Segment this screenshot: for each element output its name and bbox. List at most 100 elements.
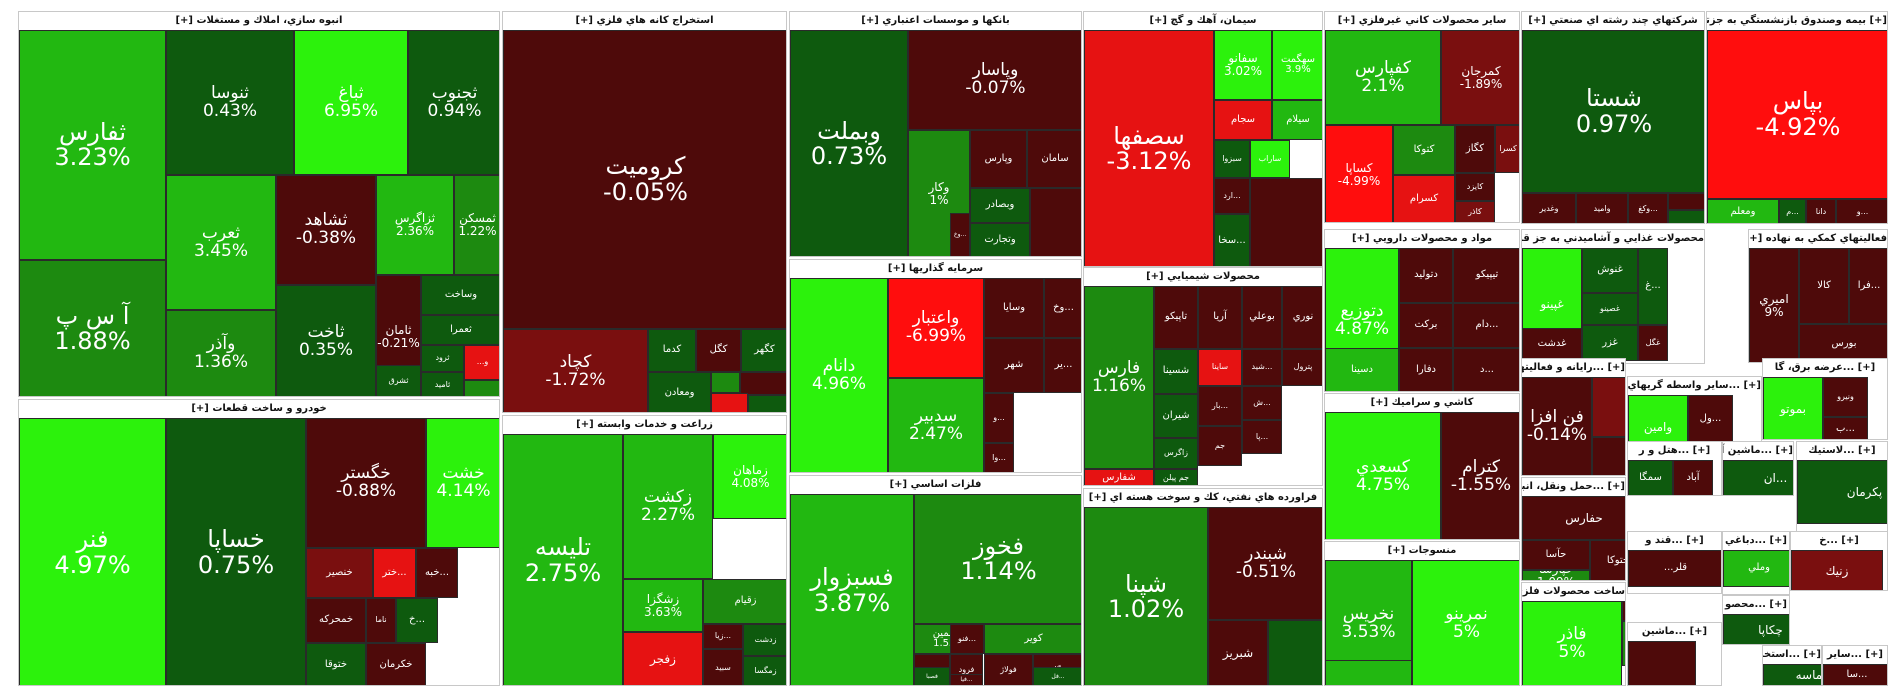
stock-tile[interactable]: قلر... [1628,550,1721,587]
sector-11[interactable]: فعاليتهاي كمكي به نهاده [+]...اميري9%كال… [1748,229,1888,363]
stock-tile[interactable]: ...فيا [950,674,983,685]
sector-15[interactable]: فراورده هاي نفتي، كك و سوخت هسته اي [+] ش… [1083,488,1323,686]
sector-title[interactable]: [+] ...محصو [1723,596,1789,614]
sector-title[interactable]: خودرو و ساخت قطعات [+] [19,400,499,418]
stock-tile[interactable]: وكار 1% [908,130,970,256]
stock-tile[interactable]: ...دام [1453,303,1519,348]
stock-tile[interactable]: كساپا -4.99% [1325,125,1393,222]
sector-18[interactable]: [+] ...رايانه و فعاليتهاي وابسفن افزا-0.… [1521,358,1626,476]
sector-5[interactable]: شركتهاي چند رشته اي صنعتي [+] شستا 0.97% وغ… [1521,11,1705,224]
stock-tile[interactable]: دانام 4.96% [790,278,888,472]
stock-tile[interactable]: اميري 9% [1749,248,1799,362]
stock-tile[interactable]: ...ارد [1214,178,1250,214]
stock-tile[interactable]: وساخت [421,275,499,315]
stock-tile[interactable] [1668,210,1704,223]
stock-tile[interactable] [711,393,748,412]
stock-tile[interactable]: ...وخ [950,213,970,256]
stock-tile[interactable]: شبندر -0.51% [1208,507,1322,620]
stock-tile[interactable]: بوعلي [1242,286,1282,349]
stock-tile[interactable] [1268,620,1322,685]
stock-tile[interactable]: ثشرق [376,365,421,396]
stock-tile[interactable]: فاذر 5% [1522,601,1622,685]
stock-tile[interactable]: جم پيلن [1154,469,1198,485]
stock-tile[interactable]: ...وا [984,443,1014,472]
stock-tile[interactable]: ...فل [1033,667,1081,685]
stock-tile[interactable]: سمگا [1628,460,1673,495]
stock-tile[interactable]: دانا [1806,199,1836,223]
stock-tile[interactable]: ...خبه [416,548,458,598]
stock-tile[interactable]: ...زيا [703,624,743,649]
sector-title[interactable]: [+] ...خ [1791,532,1887,550]
stock-tile[interactable]: ...فرا [1849,248,1887,324]
sector-24[interactable]: [+] ...ماشين آلا ...ان [1722,441,1794,496]
stock-tile[interactable]: ثعمرا [421,315,499,345]
sector-9[interactable]: مواد و محصولات دارويي [+] دتوزيع 4.87% دتول… [1324,229,1520,392]
stock-tile[interactable]: ثجنوب 0.94% [408,30,499,175]
sector-title[interactable]: [+] ...دباغي [1723,532,1789,550]
stock-tile[interactable]: غدشت [1522,328,1582,361]
stock-tile[interactable]: شپنا 1.02% [1084,507,1208,685]
sector-25[interactable]: [+] ...لاستيك پكرمان [1796,441,1888,534]
stock-tile[interactable]: ثامید [421,372,464,396]
stock-tile[interactable]: خنصير [306,548,373,598]
sector-title[interactable]: مواد و محصولات دارويي [+] [1325,230,1519,248]
stock-tile[interactable]: و... [464,345,499,380]
stock-tile[interactable]: فصبا [914,667,950,685]
stock-tile[interactable]: ...ش [1242,386,1282,420]
stock-tile[interactable]: غگل [1638,325,1668,361]
stock-tile[interactable]: ...و [1836,199,1887,223]
stock-tile[interactable]: بپاس -4.92% [1707,30,1887,199]
stock-tile[interactable]: ثفارس 3.23% [19,30,166,260]
stock-tile[interactable]: كدما [648,329,696,372]
stock-tile[interactable]: بورس [1799,324,1887,362]
sector-title[interactable]: [+] ...استخرا [1763,646,1821,664]
stock-tile[interactable]: وپاسار -0.07% [908,30,1081,130]
stock-tile[interactable]: ...شيد [1242,349,1282,386]
sector-title[interactable]: [+] ...لاستيك [1797,442,1887,460]
stock-tile[interactable]: زفجر [623,632,703,685]
stock-tile[interactable]: ...غ [1638,248,1668,325]
stock-tile[interactable]: ثزاگرس 2.36% [376,175,454,275]
sector-0[interactable]: انبوه سازي، املاك و مستغلات [+] ثفارس 3.23… [18,11,500,397]
stock-tile[interactable]: كترام -1.55% [1441,412,1519,539]
stock-tile[interactable]: غصينو [1582,293,1638,325]
stock-tile[interactable]: خگستر -0.88% [306,418,426,548]
stock-tile[interactable]: ثعرب 3.45% [166,175,276,310]
stock-tile[interactable]: بركت [1399,303,1453,348]
stock-tile[interactable]: شفارس [1084,469,1154,485]
stock-tile[interactable]: كگاز [1455,125,1495,173]
stock-tile[interactable]: زماهان 4.08% [713,434,786,519]
sector-12[interactable]: خودرو و ساخت قطعات [+] فنر 4.97% خساپا 0.75%… [18,399,500,686]
stock-tile[interactable]: وملي [1723,550,1789,587]
stock-tile[interactable] [464,380,499,396]
stock-tile[interactable]: وغدير [1522,193,1576,223]
stock-tile[interactable]: كروميت -0.05% [503,30,786,329]
stock-tile[interactable]: سيلام [1272,100,1322,140]
sector-title[interactable]: شركتهاي چند رشته اي صنعتي [+] [1522,12,1704,30]
stock-tile[interactable]: واميد [1576,193,1628,223]
sector-title[interactable]: فراورده هاي نفتي، كك و سوخت هسته اي [+] [1084,489,1322,507]
stock-tile[interactable]: سبيد [703,649,743,685]
stock-tile[interactable]: واعتبار -6.99% [888,278,984,378]
stock-tile[interactable]: كسرام [1393,175,1455,222]
stock-tile[interactable]: كوير [984,624,1081,654]
stock-tile[interactable]: نوري [1282,286,1322,349]
stock-tile[interactable]: وپارس [970,130,1027,188]
sector-1[interactable]: استخراج كانه هاي فلزي [+] كروميت -0.05% كچا… [502,11,787,413]
stock-tile[interactable]: خشت 4.14% [426,418,499,548]
sector-10[interactable]: محصولات غذايي و آشاميدني به جز قند و شكر… [1521,229,1705,364]
stock-tile[interactable]: فن افزا -0.14% [1522,377,1592,475]
stock-tile[interactable]: غزر [1582,325,1638,361]
stock-tile[interactable]: سدبير 2.47% [888,378,984,472]
stock-tile[interactable]: شهر [984,338,1044,393]
stock-tile[interactable]: تيپيكو [1453,248,1519,303]
stock-tile[interactable]: ...ول [1688,395,1733,443]
stock-tile[interactable] [740,372,786,395]
stock-tile[interactable]: ...ير [1044,338,1081,393]
sector-27[interactable]: [+] ...دباغي وملي [1722,531,1790,595]
stock-tile[interactable]: آريا [1198,286,1242,349]
sector-14[interactable]: فلزات اساسي [+] فسبزوار 3.87% فخوز 1.14% فاسم… [789,475,1082,686]
stock-tile[interactable]: غنوش [1582,248,1638,293]
stock-tile[interactable]: پترول [1282,349,1322,386]
stock-tile[interactable]: آ س پ 1.88% [19,260,166,396]
